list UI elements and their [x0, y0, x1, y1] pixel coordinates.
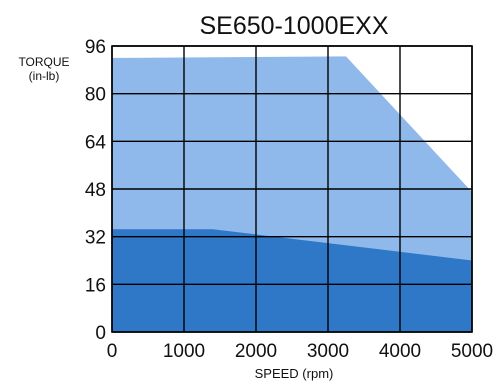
y-tick-label: 0 — [95, 323, 106, 344]
x-tick-label: 4000 — [379, 341, 421, 362]
x-tick-label: 2000 — [235, 341, 277, 362]
y-axis-label-line-2: (in-lb) — [29, 69, 60, 83]
x-tick-label: 0 — [107, 341, 118, 362]
y-axis-label-line-1: TORQUE — [18, 55, 69, 69]
y-tick-label: 64 — [85, 132, 107, 153]
x-tick-label: 5000 — [451, 341, 493, 362]
y-tick-label: 80 — [85, 85, 106, 106]
y-tick-label: 48 — [85, 180, 106, 201]
x-tick-label: 1000 — [163, 341, 205, 362]
x-axis-label: SPEED (rpm) — [255, 366, 334, 381]
chart-grid — [111, 45, 473, 333]
y-tick-label: 96 — [85, 37, 106, 58]
chart-areas — [112, 56, 472, 332]
chart-tick-labels: 0 16 32 48 64 80 96 0 1000 2000 3000 4000 5000 — [85, 37, 493, 362]
chart-title: SE650-1000EXX — [199, 12, 388, 40]
y-tick-label: 16 — [85, 275, 106, 296]
y-tick-label: 32 — [85, 228, 106, 249]
continuous-torque-area — [112, 229, 472, 332]
x-tick-label: 3000 — [307, 341, 349, 362]
plot-frame — [111, 45, 473, 333]
